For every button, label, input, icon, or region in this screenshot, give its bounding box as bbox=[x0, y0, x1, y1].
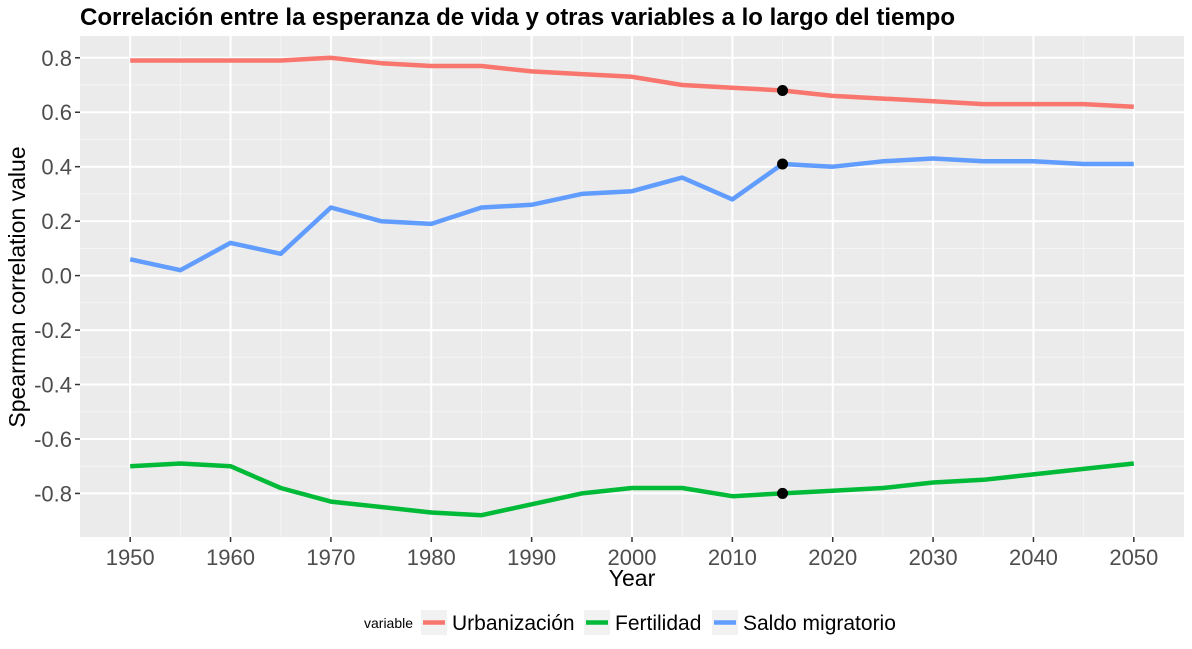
highlight-point-2 bbox=[777, 487, 789, 499]
y-axis: -0.8 -0.6 -0.4 -0.2 0.0 0.2 0.4 0.6 0.8 bbox=[34, 46, 80, 506]
x-tick-label: 1980 bbox=[407, 545, 456, 570]
y-tick-label: -0.2 bbox=[34, 318, 72, 343]
series-line-0 bbox=[130, 55, 1134, 110]
series-lines bbox=[129, 55, 1135, 518]
legend-label-1: Fertilidad bbox=[615, 612, 701, 635]
series-line-1 bbox=[130, 461, 1135, 518]
legend-label-0: Urbanización bbox=[452, 612, 575, 635]
x-axis: 1950 1960 1970 1980 1990 2000 2010 2020 2030 2040… bbox=[106, 537, 1158, 570]
series-line-2 bbox=[129, 156, 1134, 273]
legend-label-2: Saldo migratorio bbox=[743, 612, 896, 635]
y-tick-label: -0.6 bbox=[34, 427, 72, 452]
x-axis-title: Year bbox=[609, 565, 656, 591]
highlight-point-0 bbox=[777, 84, 789, 96]
x-tick-label: 2000 bbox=[608, 545, 657, 570]
y-tick-label: 0.6 bbox=[41, 100, 72, 125]
highlight-point-1 bbox=[777, 158, 789, 170]
y-tick-label: -0.8 bbox=[34, 481, 72, 506]
x-tick-label: 1950 bbox=[106, 545, 155, 570]
x-tick-label: 2030 bbox=[909, 545, 958, 570]
chart-title: Correlación entre la esperanza de vida y… bbox=[80, 4, 955, 31]
y-tick-label: 0.4 bbox=[41, 155, 72, 180]
y-tick-label: -0.4 bbox=[34, 373, 72, 398]
x-tick-label: 1970 bbox=[306, 545, 355, 570]
legend-title: variable bbox=[364, 615, 413, 631]
y-tick-label: 0.0 bbox=[41, 264, 72, 289]
y-tick-label: 0.2 bbox=[41, 209, 72, 234]
x-tick-label: 1960 bbox=[206, 545, 255, 570]
legend: variable Urbanización Fertilidad Saldo mig… bbox=[364, 610, 896, 635]
x-tick-label: 2020 bbox=[808, 545, 857, 570]
x-tick-label: 2050 bbox=[1109, 545, 1158, 570]
highlight-points bbox=[777, 84, 789, 499]
x-tick-label: 2040 bbox=[1009, 545, 1058, 570]
major-gridlines bbox=[80, 36, 1184, 537]
y-axis-title: Spearman correlation value bbox=[4, 146, 30, 427]
x-tick-label: 1990 bbox=[507, 545, 556, 570]
x-tick-label: 2010 bbox=[708, 545, 757, 570]
y-tick-label: 0.8 bbox=[41, 46, 72, 71]
